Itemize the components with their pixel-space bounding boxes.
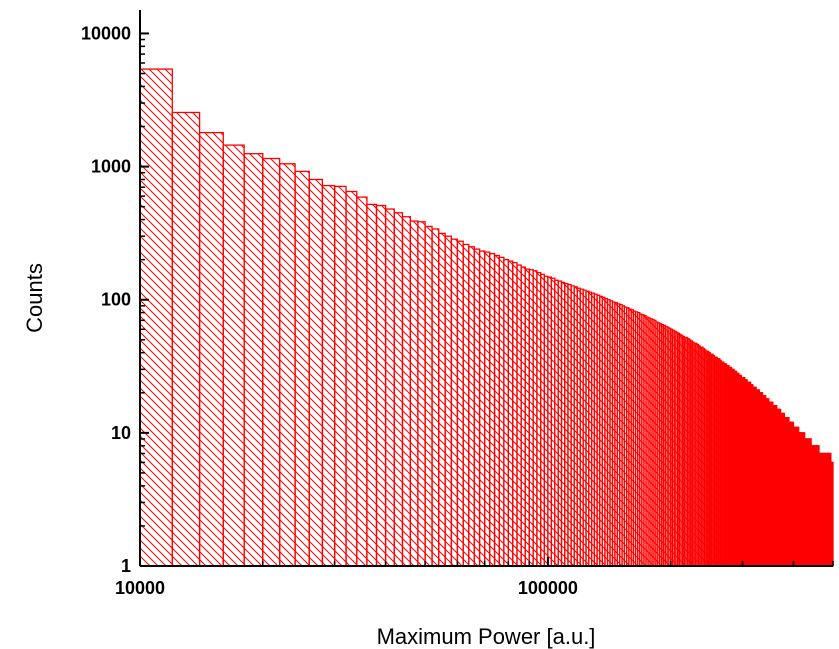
histogram-bar [493, 254, 500, 567]
y-axis-title: Counts [22, 263, 47, 333]
histogram-bar [417, 221, 426, 567]
histogram-bar [444, 235, 453, 567]
histogram-bar [171, 111, 201, 567]
histogram-bar [262, 157, 281, 567]
y-tick-label: 100 [101, 290, 131, 310]
histogram-bar [462, 243, 470, 567]
histogram-bar [279, 163, 296, 567]
histogram-bar [356, 196, 368, 567]
histogram-bar [294, 170, 310, 567]
histogram-bar [321, 184, 336, 567]
histogram-bar [366, 203, 378, 567]
histogram-bar [478, 250, 486, 567]
histogram-bar [498, 256, 505, 567]
histogram-bar [424, 225, 433, 567]
histogram-bar [484, 251, 491, 567]
histogram-bar [401, 216, 411, 567]
y-tick-label: 1 [121, 556, 131, 576]
x-axis-title: Maximum Power [a.u.] [377, 624, 596, 649]
histogram-bar [473, 248, 481, 567]
histogram-bar [139, 68, 173, 567]
histogram-bar [468, 246, 475, 567]
histogram-bar [438, 232, 446, 567]
histogram-bar [431, 228, 440, 567]
histogram-bar [831, 461, 834, 567]
histogram-bar [198, 131, 224, 567]
histogram-bar [503, 258, 510, 567]
axis-ticks: 1 10 100 1000 10000 10000 100000 [81, 23, 834, 598]
histogram-bar [243, 153, 264, 567]
histogram-bar [222, 144, 245, 567]
histogram-bar [384, 208, 395, 567]
histogram-bar [409, 220, 419, 567]
histogram-bar [375, 204, 387, 567]
histogram-bar [345, 190, 358, 567]
y-tick-label: 1000 [91, 157, 131, 177]
x-tick-label: 100000 [518, 578, 578, 598]
y-tick-label: 10000 [81, 23, 131, 43]
histogram-bar [308, 178, 324, 567]
bar-series [139, 68, 834, 567]
y-tick-label: 10 [111, 423, 131, 443]
histogram-bar [489, 252, 496, 567]
histogram-bar [456, 240, 464, 567]
histogram-bar [393, 212, 404, 567]
histogram-bar [507, 260, 514, 567]
histogram-bar [333, 185, 347, 567]
histogram-bar [450, 238, 459, 567]
x-tick-label: 10000 [115, 578, 165, 598]
